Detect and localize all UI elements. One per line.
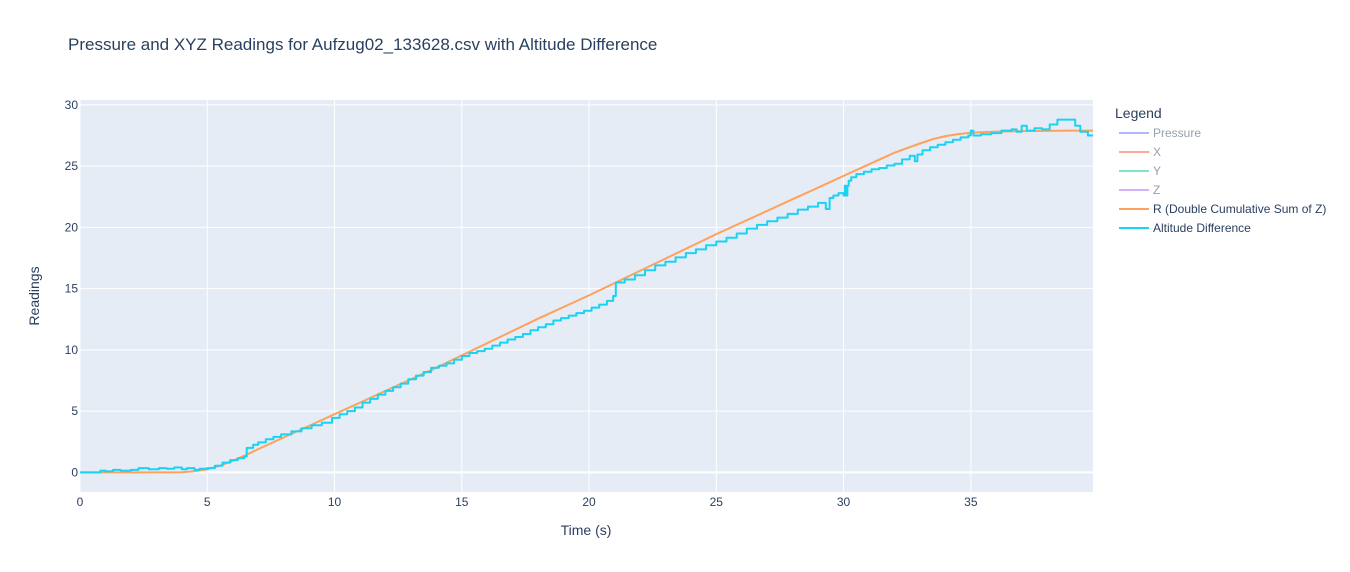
- legend: Legend Pressure XYZ R (Double Cumulative S…: [1115, 105, 1326, 235]
- legend-item-z[interactable]: Z: [1119, 183, 1160, 197]
- legend-label: Altitude Difference: [1153, 221, 1251, 235]
- grid: [79, 100, 1093, 492]
- y-tick-label: 20: [65, 220, 79, 234]
- legend-item-pressure[interactable]: Pressure: [1119, 126, 1201, 140]
- x-tick-label: 10: [328, 495, 342, 509]
- y-axis-title: Readings: [26, 266, 42, 325]
- legend-label: Y: [1153, 164, 1161, 178]
- x-tick-label: 30: [837, 495, 851, 509]
- legend-label: X: [1153, 145, 1161, 159]
- y-tick-label: 25: [65, 159, 79, 173]
- series-line-altitude-difference[interactable]: [80, 118, 1093, 474]
- x-tick-label: 5: [204, 495, 211, 509]
- y-tick-label: 0: [71, 465, 78, 479]
- y-tick-label: 5: [71, 404, 78, 418]
- legend-item-x[interactable]: X: [1119, 145, 1161, 159]
- legend-item-altitude-difference[interactable]: Altitude Difference: [1119, 221, 1251, 235]
- legend-item-r-double-cumulative-sum-of-z[interactable]: R (Double Cumulative Sum of Z): [1119, 202, 1326, 216]
- x-tick-label: 20: [582, 495, 596, 509]
- series-line-r-double-cumulative-sum-of-z[interactable]: [80, 129, 1093, 474]
- legend-title: Legend: [1115, 105, 1162, 121]
- plot-area[interactable]: [80, 118, 1093, 474]
- x-tick-label: 35: [964, 495, 978, 509]
- x-tick-label: 25: [710, 495, 724, 509]
- y-tick-label: 10: [65, 343, 79, 357]
- x-tick-label: 15: [455, 495, 469, 509]
- y-tick-label: 15: [65, 282, 79, 296]
- y-tick-label: 30: [65, 98, 79, 112]
- x-tick-label: 0: [77, 495, 84, 509]
- axis-ticks: 0 5 10 15 20 25 30 35 0 5 10 15 20 25 30: [65, 98, 978, 509]
- legend-item-y[interactable]: Y: [1119, 164, 1161, 178]
- chart-title: Pressure and XYZ Readings for Aufzug02_1…: [68, 35, 657, 54]
- legend-label: Z: [1153, 183, 1160, 197]
- legend-label: R (Double Cumulative Sum of Z): [1153, 202, 1326, 216]
- x-axis-title: Time (s): [561, 522, 612, 538]
- legend-label: Pressure: [1153, 126, 1201, 140]
